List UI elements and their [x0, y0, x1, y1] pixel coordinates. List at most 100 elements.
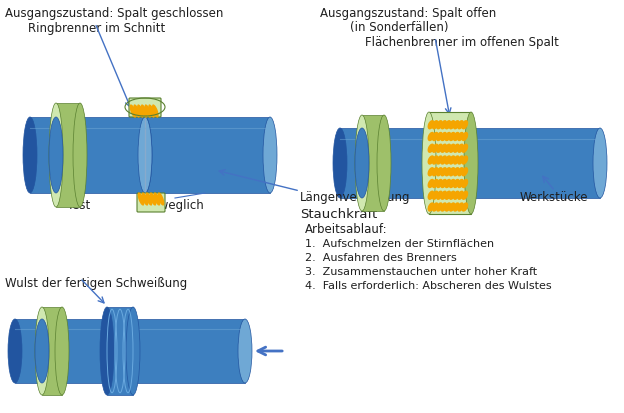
Bar: [15, 319, 108, 383]
Ellipse shape: [453, 120, 460, 129]
Ellipse shape: [444, 155, 451, 165]
Bar: [107, 307, 133, 395]
Ellipse shape: [134, 104, 140, 118]
Ellipse shape: [440, 179, 447, 188]
Text: (in Sonderfällen): (in Sonderfällen): [350, 21, 449, 34]
Ellipse shape: [49, 103, 63, 207]
Ellipse shape: [422, 112, 436, 214]
Ellipse shape: [100, 307, 114, 395]
Ellipse shape: [432, 144, 439, 153]
Ellipse shape: [440, 144, 447, 153]
Ellipse shape: [145, 192, 152, 206]
Ellipse shape: [461, 202, 468, 212]
Ellipse shape: [427, 202, 434, 212]
Ellipse shape: [154, 192, 160, 206]
Text: Ringbrenner im Schnitt: Ringbrenner im Schnitt: [28, 22, 165, 35]
Ellipse shape: [457, 155, 464, 165]
Ellipse shape: [436, 190, 443, 200]
Ellipse shape: [141, 104, 147, 118]
Ellipse shape: [461, 167, 468, 176]
Ellipse shape: [125, 319, 139, 383]
Ellipse shape: [457, 190, 464, 200]
Ellipse shape: [55, 307, 69, 395]
Ellipse shape: [461, 132, 468, 141]
Ellipse shape: [449, 144, 456, 153]
Ellipse shape: [152, 104, 158, 118]
Ellipse shape: [449, 179, 456, 188]
Ellipse shape: [461, 120, 468, 129]
Bar: [42, 307, 62, 395]
Text: fest: fest: [69, 199, 91, 212]
Ellipse shape: [457, 132, 464, 141]
Ellipse shape: [8, 319, 22, 383]
Ellipse shape: [436, 202, 443, 212]
Ellipse shape: [461, 155, 468, 165]
Ellipse shape: [432, 120, 439, 129]
Text: Ausgangszustand: Spalt offen: Ausgangszustand: Spalt offen: [320, 7, 496, 20]
Ellipse shape: [333, 128, 347, 198]
Ellipse shape: [453, 155, 460, 165]
Text: 2.  Ausfahren des Brenners: 2. Ausfahren des Brenners: [305, 253, 457, 263]
Bar: [340, 128, 435, 198]
Ellipse shape: [464, 112, 478, 214]
Text: Wulst der fertigen Schweißung: Wulst der fertigen Schweißung: [5, 277, 187, 290]
Text: Arbeitsablauf:: Arbeitsablauf:: [305, 223, 388, 236]
Ellipse shape: [436, 120, 443, 129]
Text: Flächenbrenner im offenen Spalt: Flächenbrenner im offenen Spalt: [365, 36, 559, 49]
Ellipse shape: [377, 115, 391, 211]
Ellipse shape: [461, 190, 468, 200]
Text: Werkstücke: Werkstücke: [520, 191, 588, 204]
Ellipse shape: [23, 117, 37, 193]
Ellipse shape: [457, 202, 464, 212]
Ellipse shape: [457, 120, 464, 129]
Ellipse shape: [427, 179, 434, 188]
Ellipse shape: [35, 307, 49, 395]
Ellipse shape: [440, 120, 447, 129]
Ellipse shape: [138, 117, 152, 193]
Bar: [362, 115, 384, 211]
Ellipse shape: [440, 155, 447, 165]
Ellipse shape: [449, 132, 456, 141]
Bar: [56, 103, 80, 207]
Ellipse shape: [453, 132, 460, 141]
Ellipse shape: [432, 202, 439, 212]
Ellipse shape: [436, 155, 443, 165]
Ellipse shape: [355, 128, 369, 198]
Bar: [145, 117, 270, 193]
Ellipse shape: [145, 104, 151, 118]
Ellipse shape: [427, 155, 434, 165]
Text: 4.  Falls erforderlich: Abscheren des Wulstes: 4. Falls erforderlich: Abscheren des Wul…: [305, 281, 552, 291]
Ellipse shape: [263, 117, 277, 193]
Ellipse shape: [440, 190, 447, 200]
Ellipse shape: [461, 144, 468, 153]
Ellipse shape: [149, 104, 155, 118]
Ellipse shape: [444, 202, 451, 212]
Ellipse shape: [593, 128, 607, 198]
Ellipse shape: [432, 155, 439, 165]
Ellipse shape: [126, 307, 140, 395]
Ellipse shape: [453, 202, 460, 212]
Ellipse shape: [73, 103, 87, 207]
Ellipse shape: [130, 104, 137, 118]
Ellipse shape: [137, 104, 144, 118]
Ellipse shape: [436, 144, 443, 153]
Ellipse shape: [150, 192, 157, 206]
Ellipse shape: [449, 120, 456, 129]
Text: Ausgangszustand: Spalt geschlossen: Ausgangszustand: Spalt geschlossen: [5, 7, 223, 20]
Ellipse shape: [440, 202, 447, 212]
Ellipse shape: [449, 190, 456, 200]
Ellipse shape: [457, 167, 464, 176]
FancyBboxPatch shape: [129, 98, 161, 117]
Ellipse shape: [449, 202, 456, 212]
Ellipse shape: [444, 179, 451, 188]
Ellipse shape: [453, 167, 460, 176]
Ellipse shape: [453, 144, 460, 153]
Ellipse shape: [440, 132, 447, 141]
Ellipse shape: [432, 190, 439, 200]
Ellipse shape: [461, 179, 468, 188]
Ellipse shape: [427, 120, 434, 129]
Text: beweglich: beweglich: [145, 199, 205, 212]
Ellipse shape: [444, 190, 451, 200]
Ellipse shape: [427, 167, 434, 176]
Ellipse shape: [432, 167, 439, 176]
